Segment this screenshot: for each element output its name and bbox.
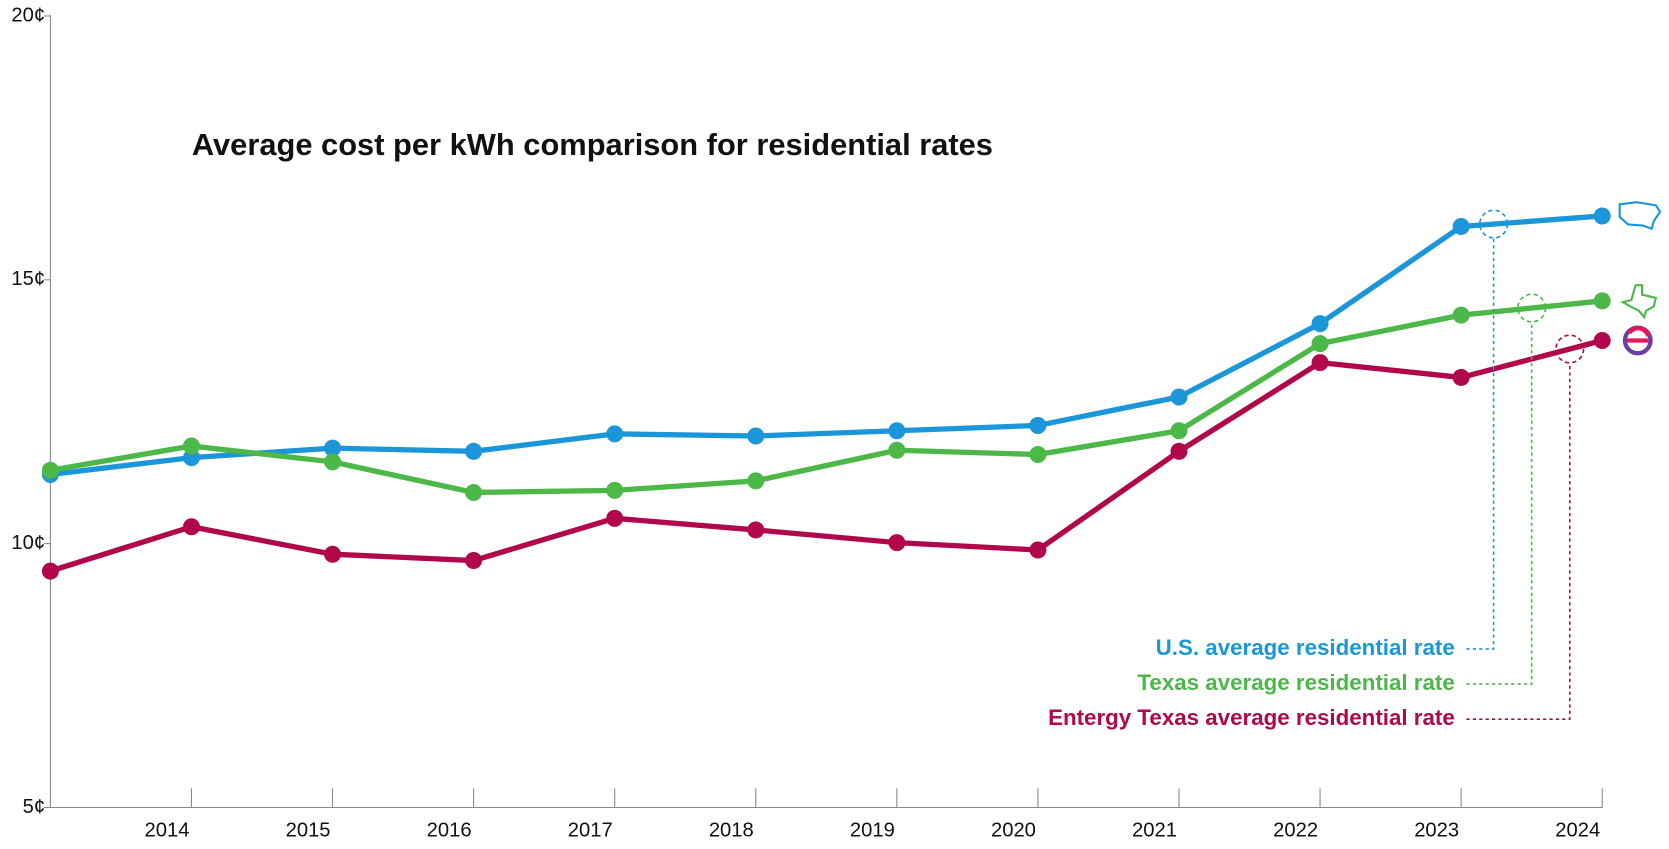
leader-line (1466, 321, 1533, 685)
us-icon (1618, 201, 1662, 231)
leader-line (1466, 362, 1571, 721)
data-point (888, 534, 906, 552)
data-point (747, 472, 765, 490)
data-point (1452, 306, 1470, 324)
data-point (1593, 292, 1611, 310)
data-point (465, 442, 483, 460)
leader-line (1466, 237, 1495, 650)
data-point (324, 453, 342, 471)
data-point (1170, 442, 1188, 460)
data-point (465, 552, 483, 570)
data-point (1029, 416, 1047, 434)
x-tick-label: 2015 (286, 819, 331, 841)
data-point (1311, 354, 1329, 372)
y-tick-label: 20¢ (11, 4, 45, 26)
data-point (324, 545, 342, 563)
series-line (49, 337, 1603, 574)
data-point (324, 439, 342, 457)
y-tick-label: 10¢ (11, 532, 45, 554)
legend-label: Texas average residential rate (1137, 670, 1454, 695)
callout-circle (1517, 293, 1547, 323)
x-tick-label: 2022 (1273, 819, 1318, 841)
data-point (606, 425, 624, 443)
entergy-logo (1622, 325, 1653, 356)
y-tick-label: 5¢ (23, 796, 45, 818)
callout-circle (1478, 209, 1509, 239)
x-tick-label: 2021 (1132, 819, 1177, 841)
data-point (1593, 207, 1611, 225)
x-tick-label: 2014 (145, 819, 190, 841)
data-point (182, 518, 200, 536)
x-tick-label: 2016 (427, 819, 472, 841)
data-point (1452, 368, 1470, 386)
x-tick-label: 2017 (568, 819, 613, 841)
data-point (1170, 422, 1188, 440)
data-point (1311, 315, 1329, 333)
x-tick-label: 2020 (991, 819, 1036, 841)
x-tick-label: 2023 (1414, 819, 1459, 841)
data-point (606, 481, 624, 499)
series-line (49, 298, 1603, 496)
data-point (888, 422, 906, 440)
data-point (747, 427, 765, 445)
data-point (1311, 335, 1329, 353)
series-line (50, 213, 1603, 478)
data-point (747, 521, 765, 539)
data-point (1029, 445, 1047, 463)
x-tick-label: 2024 (1555, 819, 1600, 841)
data-point (41, 562, 59, 580)
data-point (1029, 541, 1047, 559)
data-point (465, 483, 483, 501)
x-tick-label: 2019 (850, 819, 895, 841)
texas-icon (1620, 284, 1658, 320)
data-point (1170, 388, 1188, 406)
legend-label: U.S. average residential rate (1156, 635, 1455, 660)
data-point (1593, 331, 1611, 350)
callout-circle (1555, 334, 1585, 364)
data-point (182, 437, 200, 455)
legend-label: Entergy Texas average residential rate (1048, 705, 1455, 730)
data-point (888, 441, 906, 459)
data-point (606, 509, 624, 527)
chart-title: Average cost per kWh comparison for resi… (192, 127, 993, 162)
data-point (41, 461, 59, 479)
x-tick-label: 2018 (709, 819, 754, 841)
y-tick-label: 15¢ (11, 268, 45, 290)
data-point (1452, 217, 1470, 236)
